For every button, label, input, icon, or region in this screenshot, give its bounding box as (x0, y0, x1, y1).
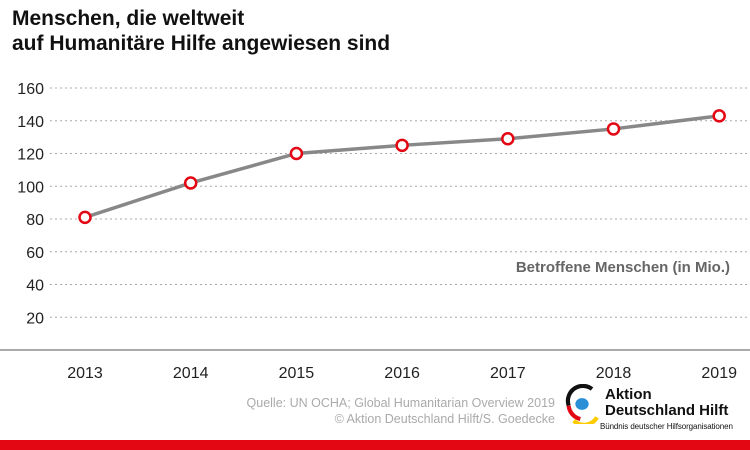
x-tick-label: 2019 (701, 365, 737, 382)
title-line-2: auf Humanitäre Hilfe angewiesen sind (12, 32, 391, 55)
x-tick-label: 2014 (173, 365, 209, 382)
chart-title: Menschen, die weltweit auf Humanitäre Hi… (12, 6, 390, 56)
x-tick-label: 2018 (596, 365, 632, 382)
data-point (78, 210, 92, 225)
logo-line-1: Aktion (605, 386, 652, 403)
series-line (84, 114, 720, 220)
y-tick-label: 160 (17, 81, 44, 98)
y-tick-label: 120 (17, 147, 44, 164)
line-chart: 20 40 60 80 100 120 140 160 2013 2014 2015 2016 2017… (0, 81, 750, 382)
data-point (712, 109, 726, 123)
logo-emblem-icon (565, 384, 599, 424)
y-tick-label: 60 (26, 245, 44, 262)
logo-tagline: Bündnis deutscher Hilfsorganisationen (600, 422, 733, 431)
y-tick-label: 80 (26, 212, 44, 229)
data-point (501, 132, 515, 146)
aktion-deutschland-hilft-logo: Aktion Deutschland Hilft Bündnis deutsch… (560, 384, 750, 436)
x-tick-label: 2016 (384, 365, 420, 382)
legend-label: Betroffene Menschen (in Mio.) (516, 259, 730, 276)
title-line-1: Menschen, die weltweit (12, 7, 245, 30)
logo-line-2: Deutschland Hilft (605, 402, 729, 419)
x-tick-label: 2017 (490, 365, 526, 382)
source-text: Quelle: UN OCHA; Global Humanitarian Ove… (246, 396, 555, 410)
brand-accent-bar (0, 440, 750, 450)
data-point (183, 176, 198, 190)
data-point (606, 122, 621, 136)
data-point (289, 146, 304, 161)
copyright-text: © Aktion Deutschland Hilft/S. Goedecke (334, 412, 555, 426)
x-tick-label: 2013 (67, 365, 103, 382)
x-tick-label: 2015 (279, 365, 315, 382)
y-tick-label: 40 (26, 278, 44, 295)
y-tick-label: 140 (17, 114, 44, 131)
data-point (395, 138, 409, 153)
y-tick-label: 100 (17, 179, 44, 196)
y-tick-label: 20 (26, 310, 44, 327)
